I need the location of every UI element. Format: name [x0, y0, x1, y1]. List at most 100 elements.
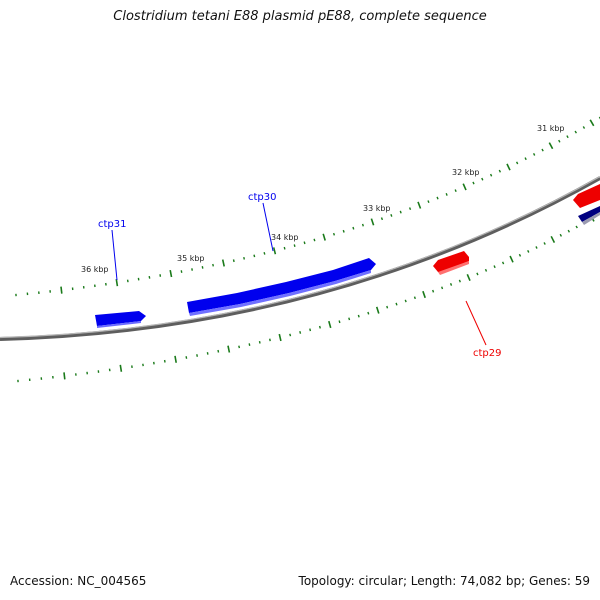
minor-tick	[427, 200, 430, 204]
major-tick	[589, 119, 595, 127]
minor-tick	[395, 302, 398, 306]
major-tick	[221, 259, 225, 267]
minor-tick	[515, 161, 519, 165]
minor-tick	[232, 259, 235, 263]
major-tick	[227, 345, 231, 353]
minor-tick	[148, 275, 151, 279]
minor-tick	[212, 263, 214, 267]
major-tick	[375, 306, 380, 314]
minor-tick	[481, 177, 484, 181]
major-tick	[169, 269, 173, 278]
minor-tick	[527, 249, 530, 253]
major-tick	[506, 163, 511, 171]
minor-tick	[309, 328, 312, 332]
gene-label-ctp31: ctp31	[98, 219, 127, 230]
minor-tick	[191, 268, 193, 271]
minor-tick	[489, 173, 493, 177]
minor-tick	[206, 352, 209, 355]
minor-tick	[432, 289, 435, 293]
minor-tick	[348, 317, 351, 321]
minor-tick	[338, 320, 341, 324]
scale-label-31kbp: 31 kbp	[537, 124, 565, 133]
gene-labels: ctp29 ctp30 ctp31	[98, 192, 502, 359]
ctp31-leader-line	[111, 229, 118, 281]
major-tick	[548, 142, 554, 150]
scale-labels: 31 kbp 32 kbp 33 kbp 34 kbp 35 kbp 36 kb…	[81, 124, 565, 274]
minor-tick	[243, 256, 245, 260]
map-title: Clostridium tetani E88 plasmid pE88, com…	[113, 9, 487, 24]
minor-tick	[352, 226, 355, 230]
minor-tick	[196, 354, 198, 357]
major-tick	[63, 372, 66, 380]
minor-tick	[318, 325, 321, 329]
minor-tick	[498, 169, 502, 173]
scale-label-32kbp: 32 kbp	[452, 168, 480, 177]
minor-tick	[582, 126, 586, 129]
gene-partial-forward-shade	[582, 212, 600, 225]
major-tick	[550, 235, 556, 243]
major-tick	[272, 247, 277, 255]
scale-label-33kbp: 33 kbp	[363, 204, 391, 213]
minor-tick	[436, 196, 439, 200]
minor-tick	[574, 130, 578, 134]
forward-genes	[95, 206, 600, 328]
minor-tick	[449, 283, 453, 286]
minor-tick	[258, 340, 261, 344]
minor-tick	[532, 152, 536, 156]
accession-text: Accession: NC_004565	[10, 574, 147, 588]
scale-label-35kbp: 35 kbp	[177, 254, 205, 263]
minor-tick	[558, 139, 561, 143]
gene-partial-forward[interactable]	[578, 206, 600, 222]
minor-tick	[293, 244, 296, 247]
minor-tick	[518, 253, 522, 257]
gene-ctp30-shade	[189, 270, 371, 316]
minor-tick	[575, 225, 578, 229]
minor-tick	[185, 356, 188, 359]
minor-tick	[313, 238, 316, 242]
major-tick	[328, 320, 332, 329]
minor-tick	[501, 261, 505, 265]
major-tick	[370, 218, 375, 226]
backbone	[0, 175, 600, 341]
minor-tick	[543, 242, 546, 245]
minor-tick	[408, 207, 412, 211]
gene-ctp29[interactable]	[433, 251, 469, 272]
gene-partial-reverse[interactable]	[573, 184, 600, 208]
minor-tick	[399, 210, 402, 214]
scale-label-34kbp: 34 kbp	[271, 233, 299, 242]
minor-tick	[342, 229, 345, 233]
major-tick	[60, 286, 63, 294]
minor-tick	[201, 266, 204, 269]
minor-tick	[458, 279, 461, 283]
major-tick	[509, 255, 514, 263]
minor-tick	[238, 345, 241, 349]
minor-tick	[493, 265, 496, 269]
minor-tick	[386, 305, 389, 309]
minor-tick	[303, 241, 306, 245]
major-tick	[417, 201, 422, 209]
gene-ctp31[interactable]	[95, 311, 146, 326]
minor-tick	[404, 299, 407, 303]
minor-tick	[361, 223, 364, 227]
major-tick	[462, 183, 467, 191]
gene-ctp30[interactable]	[187, 258, 376, 313]
major-tick	[115, 278, 119, 287]
minor-tick	[454, 189, 457, 193]
reverse-genes	[433, 184, 600, 275]
minor-tick	[263, 252, 266, 255]
minor-tick	[357, 314, 360, 318]
major-tick	[466, 273, 471, 282]
minor-tick	[524, 157, 527, 161]
minor-tick	[559, 233, 563, 237]
gene-ctp29-shade	[438, 261, 469, 275]
minor-tick	[253, 254, 256, 258]
topology-summary: Topology: circular; Length: 74,082 bp; G…	[298, 574, 590, 588]
backbone-highlight	[0, 175, 600, 339]
minor-tick	[566, 135, 569, 139]
major-tick	[278, 333, 282, 342]
minor-tick	[390, 214, 393, 217]
minor-tick	[248, 343, 251, 346]
major-tick	[422, 290, 426, 299]
